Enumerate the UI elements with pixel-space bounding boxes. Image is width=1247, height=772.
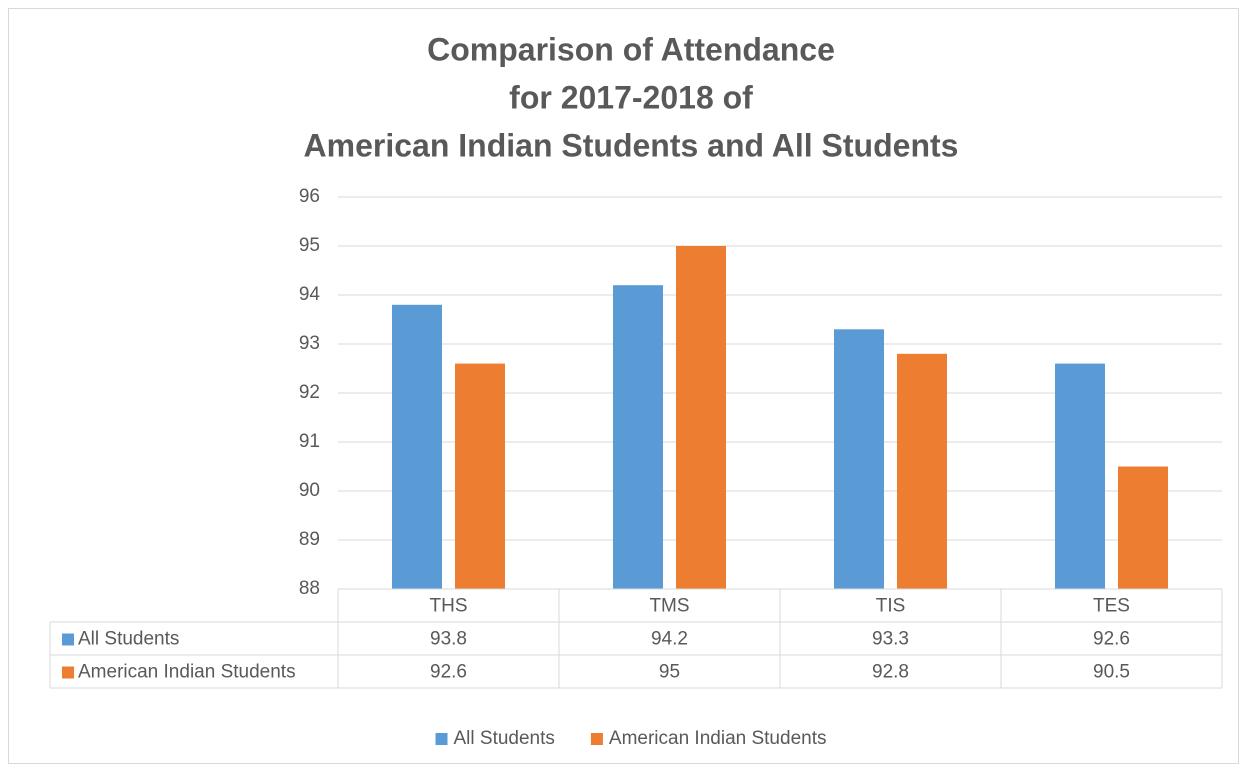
y-tick-label: 94	[299, 284, 321, 305]
bar	[897, 353, 947, 589]
table-legend-key	[62, 633, 74, 646]
table-cell: 95	[659, 662, 680, 683]
y-tick-label: 89	[299, 529, 320, 550]
table-cell: 92.8	[872, 662, 909, 683]
x-tick-label: TIS	[876, 596, 906, 617]
table-cell: 93.8	[430, 629, 467, 650]
table-row-label: American Indian Students	[78, 662, 296, 683]
table-row-label: All Students	[78, 629, 179, 650]
table-cell: 90.5	[1093, 662, 1130, 683]
x-tick-label: TES	[1093, 596, 1130, 617]
bar	[1118, 466, 1168, 589]
bar	[834, 329, 884, 589]
y-tick-label: 90	[299, 480, 320, 501]
x-tick-label: THS	[430, 596, 468, 617]
table-cell: 93.3	[872, 629, 909, 650]
bar	[392, 304, 442, 589]
bar	[1055, 363, 1105, 589]
table-cell: 92.6	[430, 662, 467, 683]
bar	[676, 246, 726, 589]
chart-title: for 2017-2018 of	[509, 79, 753, 115]
y-tick-label: 92	[299, 382, 320, 403]
legend-label: American Indian Students	[609, 728, 827, 749]
legend-key	[435, 733, 448, 745]
legend-label: All Students	[454, 728, 555, 749]
table-cell: 94.2	[651, 629, 688, 650]
chart-title: American Indian Students and All Student…	[304, 127, 959, 163]
y-tick-label: 91	[299, 431, 320, 452]
x-tick-label: TMS	[649, 596, 689, 617]
chart-title: Comparison of Attendance	[427, 31, 835, 67]
bar	[613, 285, 663, 589]
table-legend-key	[62, 666, 74, 679]
bar	[455, 363, 505, 589]
table-cell: 92.6	[1093, 629, 1130, 650]
y-tick-label: 93	[299, 333, 320, 354]
y-tick-label: 96	[299, 186, 320, 207]
legend-key	[590, 733, 603, 745]
y-tick-label: 88	[299, 578, 320, 599]
y-tick-label: 95	[299, 235, 320, 256]
